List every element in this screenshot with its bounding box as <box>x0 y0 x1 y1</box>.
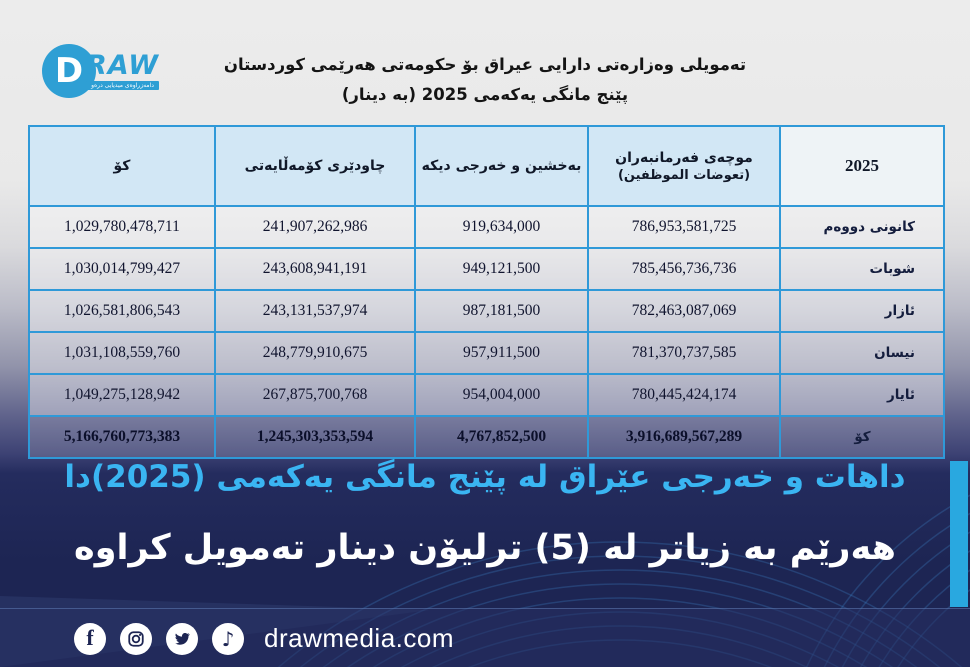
grants-cell: 954,004,000 <box>414 373 589 417</box>
salaries-cell: 785,456,736,736 <box>587 247 781 291</box>
table-total-row: کۆ 3,916,689,567,289 4,767,852,500 1,245… <box>28 415 945 459</box>
social-cell: 248,779,910,675 <box>214 331 416 375</box>
facebook-icon[interactable]: f <box>74 622 106 655</box>
table-title-line1: تەمویلی وەزارەتی دارایی عیراق بۆ حکومەتی… <box>223 55 747 74</box>
column-header-social: چاودێری کۆمەڵایەتی <box>214 125 416 207</box>
month-cell: ئازار <box>779 289 945 333</box>
social-total-cell: 1,245,303,353,594 <box>214 415 416 459</box>
social-icons: f ♪ <box>74 622 244 655</box>
grants-cell: 919,634,000 <box>414 205 589 249</box>
table-title-line2: پێنج مانگی یەکەمی 2025 (بە دینار) <box>341 84 629 104</box>
table-header-row: 2025 موچەی فەرمانبەران (تعوضات الموظفين)… <box>28 125 945 207</box>
total-label-cell: کۆ <box>779 415 945 459</box>
total-cell: 1,031,108,559,760 <box>28 331 216 375</box>
salaries-total-cell: 3,916,689,567,289 <box>587 415 781 459</box>
social-cell: 243,131,537,974 <box>214 289 416 333</box>
draw-logo: D RAW دامەزراوەی میدیایی درەو <box>42 44 159 98</box>
salaries-cell: 786,953,581,725 <box>587 205 781 249</box>
column-header-total: کۆ <box>28 125 216 207</box>
social-cell: 267,875,700,768 <box>214 373 416 417</box>
headline-line2: هەرێم بە زیاتر لە (5) ترلیۆن دینار تەموی… <box>74 528 896 568</box>
right-accent-bar <box>950 461 968 607</box>
column-header-grants: بەخشین و خەرجی دیکە <box>414 125 589 207</box>
draw-logo-d: D <box>54 51 84 91</box>
salaries-cell: 782,463,087,069 <box>587 289 781 333</box>
column-header-salaries-line1: موچەی فەرمانبەران <box>615 149 753 166</box>
draw-logo-raw: RAW <box>86 50 159 81</box>
website-link[interactable]: drawmedia.com <box>264 623 455 653</box>
footer-bar: f ♪ drawmedia.com <box>0 608 970 667</box>
tiktok-icon[interactable]: ♪ <box>212 622 244 655</box>
column-header-salaries: موچەی فەرمانبەران (تعوضات الموظفين) <box>587 125 781 207</box>
draw-logo-circle: D <box>42 44 96 98</box>
total-cell: 1,026,581,806,543 <box>28 289 216 333</box>
grand-total-cell: 5,166,760,773,383 <box>28 415 216 459</box>
table-row: شوبات 785,456,736,736 949,121,500 243,60… <box>28 247 945 291</box>
social-cell: 241,907,262,986 <box>214 205 416 249</box>
twitter-icon[interactable] <box>166 622 198 655</box>
headline-line1: داهات و خەرجی عێراق لە پێنج مانگی یەکەمی… <box>64 459 906 495</box>
salaries-cell: 780,445,424,174 <box>587 373 781 417</box>
salaries-cell: 781,370,737,585 <box>587 331 781 375</box>
table-title: تەمویلی وەزارەتی دارایی عیراق بۆ حکومەتی… <box>0 50 970 109</box>
instagram-icon[interactable] <box>120 622 152 655</box>
column-header-year: 2025 <box>779 125 945 207</box>
total-cell: 1,049,275,128,942 <box>28 373 216 417</box>
month-cell: نیسان <box>779 331 945 375</box>
column-header-salaries-line2: (تعوضات الموظفين) <box>617 167 751 183</box>
total-cell: 1,030,014,799,427 <box>28 247 216 291</box>
table-row: ئایار 780,445,424,174 954,004,000 267,87… <box>28 373 945 417</box>
grants-cell: 949,121,500 <box>414 247 589 291</box>
month-cell: کانونی دووەم <box>779 205 945 249</box>
social-cell: 243,608,941,191 <box>214 247 416 291</box>
funding-table: 2025 موچەی فەرمانبەران (تعوضات الموظفين)… <box>28 125 945 459</box>
grants-total-cell: 4,767,852,500 <box>414 415 589 459</box>
draw-logo-tagline: دامەزراوەی میدیایی درەو <box>86 81 159 90</box>
month-cell: شوبات <box>779 247 945 291</box>
grants-cell: 957,911,500 <box>414 331 589 375</box>
total-cell: 1,029,780,478,711 <box>28 205 216 249</box>
table-row: کانونی دووەم 786,953,581,725 919,634,000… <box>28 205 945 249</box>
month-cell: ئایار <box>779 373 945 417</box>
table-row: نیسان 781,370,737,585 957,911,500 248,77… <box>28 331 945 375</box>
grants-cell: 987,181,500 <box>414 289 589 333</box>
table-row: ئازار 782,463,087,069 987,181,500 243,13… <box>28 289 945 333</box>
